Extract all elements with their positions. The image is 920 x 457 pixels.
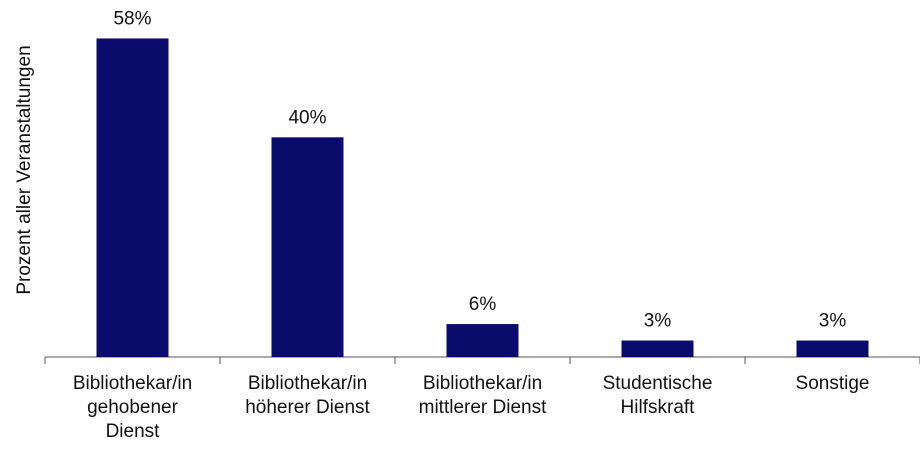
x-tick-label: Bibliothekar/in mittlerer Dienst <box>418 373 547 418</box>
value-label: 3% <box>819 311 847 332</box>
bar <box>96 38 169 357</box>
y-axis-label: Prozent aller Veranstaltungen <box>14 45 35 294</box>
x-tick-label: Bibliothekar/in höherer Dienst <box>245 373 370 418</box>
bar <box>446 324 519 357</box>
value-label: 6% <box>469 294 497 315</box>
bar <box>621 340 694 357</box>
value-label: 3% <box>644 311 672 332</box>
bar <box>796 340 869 357</box>
x-tick-label: Bibliothekar/in gehobener Dienst <box>72 373 193 442</box>
bar <box>271 137 344 357</box>
x-tick-label: Sonstige <box>795 373 870 394</box>
value-label: 40% <box>288 107 326 128</box>
x-tick-label: Studentische Hilfskraft <box>602 373 713 418</box>
value-label: 58% <box>113 8 151 29</box>
